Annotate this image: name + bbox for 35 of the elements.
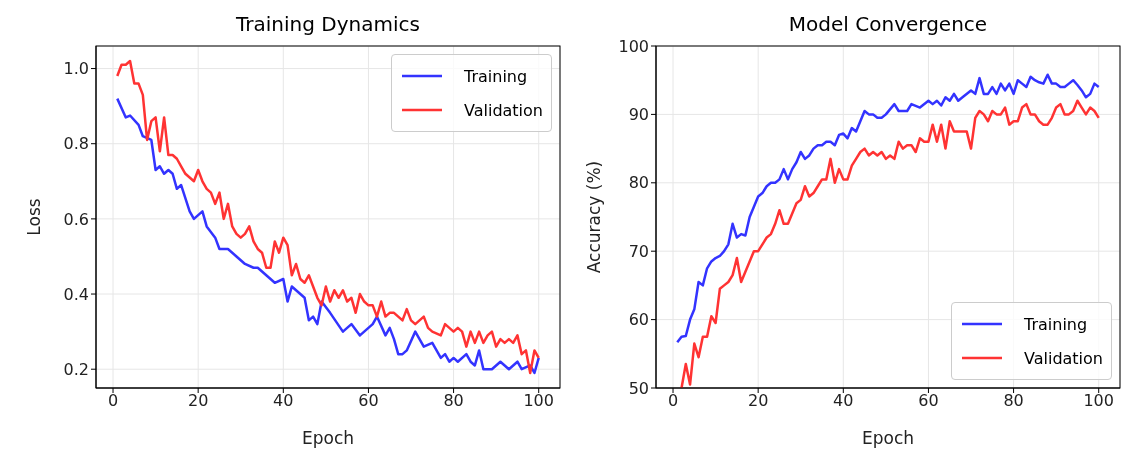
y-tick-label: 60 — [628, 310, 649, 330]
y-tick-label: 0.8 — [63, 134, 89, 154]
y-tick-label: 0.4 — [63, 284, 89, 304]
x-tick-label: 100 — [523, 391, 554, 411]
x-tick-label: 80 — [1003, 391, 1024, 411]
y-tick-label: 80 — [628, 173, 649, 193]
x-tick-label: 0 — [667, 391, 679, 411]
x-tick-label: 60 — [918, 391, 939, 411]
x-tick-label: 20 — [187, 391, 209, 411]
x-tick-label: 40 — [833, 391, 854, 411]
y-tick-label: 100 — [618, 36, 649, 56]
line-series — [676, 73, 1100, 344]
chart-title: Training Dynamics — [235, 12, 421, 36]
x-tick-label: 20 — [747, 391, 769, 411]
y-axis-title: Loss — [24, 198, 45, 236]
y-tick-label: 70 — [628, 241, 649, 261]
legend-label: Validation — [1023, 348, 1103, 368]
x-tick-label: 60 — [358, 391, 379, 411]
chart-title: Model Convergence — [787, 12, 989, 36]
legend-label: Training — [463, 66, 528, 86]
y-tick-label: 0.2 — [63, 359, 89, 379]
x-tick-label: 40 — [273, 391, 294, 411]
x-tick-label: 100 — [1083, 391, 1114, 411]
legend-label: Training — [1023, 314, 1088, 334]
x-tick-label: 0 — [107, 391, 119, 411]
y-axis-title: Accuracy (%) — [584, 160, 605, 274]
x-axis-title: Epoch — [861, 428, 915, 448]
line-series — [680, 99, 1100, 388]
x-tick-label: 80 — [443, 391, 464, 411]
y-tick-label: 0.6 — [63, 209, 89, 229]
x-axis-title: Epoch — [301, 428, 355, 448]
legend-label: Validation — [463, 100, 543, 120]
y-tick-label: 1.0 — [63, 59, 89, 79]
y-tick-label: 50 — [628, 378, 649, 398]
y-tick-label: 90 — [628, 105, 649, 125]
